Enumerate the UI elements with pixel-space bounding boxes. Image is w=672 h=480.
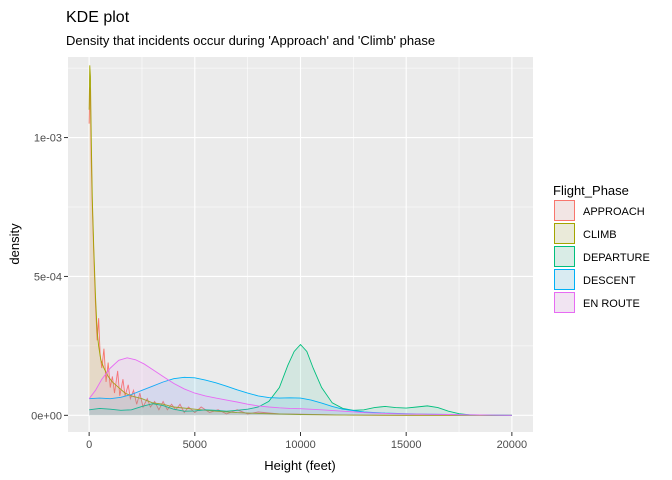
legend-label-climb: CLIMB	[583, 229, 617, 241]
x-axis-title: Height (feet)	[264, 458, 336, 473]
density-line-approach	[88, 87, 512, 416]
legend-key-bg	[554, 292, 575, 313]
x-tick-label: 5000	[183, 439, 207, 451]
legend-key-descent	[554, 269, 575, 290]
legend-key-en-route	[554, 292, 575, 313]
legend-key-bg	[554, 223, 575, 244]
y-tick-label: 0e+00	[31, 410, 62, 422]
legend-key-bg	[554, 269, 575, 290]
legend-key-approach	[554, 200, 575, 221]
x-tick-label: 10000	[285, 439, 316, 451]
density-line-en-route	[88, 357, 512, 416]
series-layer	[88, 65, 512, 416]
legend-label-descent: DESCENT	[583, 275, 636, 287]
y-tick-label: 1e-03	[34, 133, 62, 145]
y-tick-label: 5e-04	[34, 271, 62, 283]
x-tick-label: 0	[86, 439, 92, 451]
y-axis-title: density	[7, 223, 22, 265]
legend-label-departure: DEPARTURE	[583, 252, 650, 264]
chart-subtitle: Density that incidents occur during 'App…	[66, 33, 435, 48]
density-area-en-route	[89, 357, 512, 416]
density-area-descent	[89, 377, 512, 416]
legend-key-climb	[554, 223, 575, 244]
legend-label-en-route: EN ROUTE	[583, 298, 640, 310]
legend-key-departure	[554, 246, 575, 267]
x-axis: 0 5000 10000 15000 20000	[86, 432, 527, 451]
density-area-departure	[89, 344, 512, 416]
legend-key-bg	[554, 200, 575, 221]
chart-title: KDE plot	[66, 9, 130, 26]
legend-title: Flight_Phase	[553, 183, 629, 198]
density-line-departure	[89, 343, 512, 416]
legend-label-approach: APPROACH	[583, 206, 645, 218]
y-axis: 0e+00 5e-04 1e-03	[31, 133, 68, 422]
legend-key-bg	[554, 246, 575, 267]
x-tick-label: 20000	[497, 439, 528, 451]
density-line-climb	[88, 65, 512, 416]
legend: Flight_Phase APPROACH CLIMB DEPARTURE DESCE…	[553, 183, 650, 313]
x-tick-label: 15000	[391, 439, 422, 451]
